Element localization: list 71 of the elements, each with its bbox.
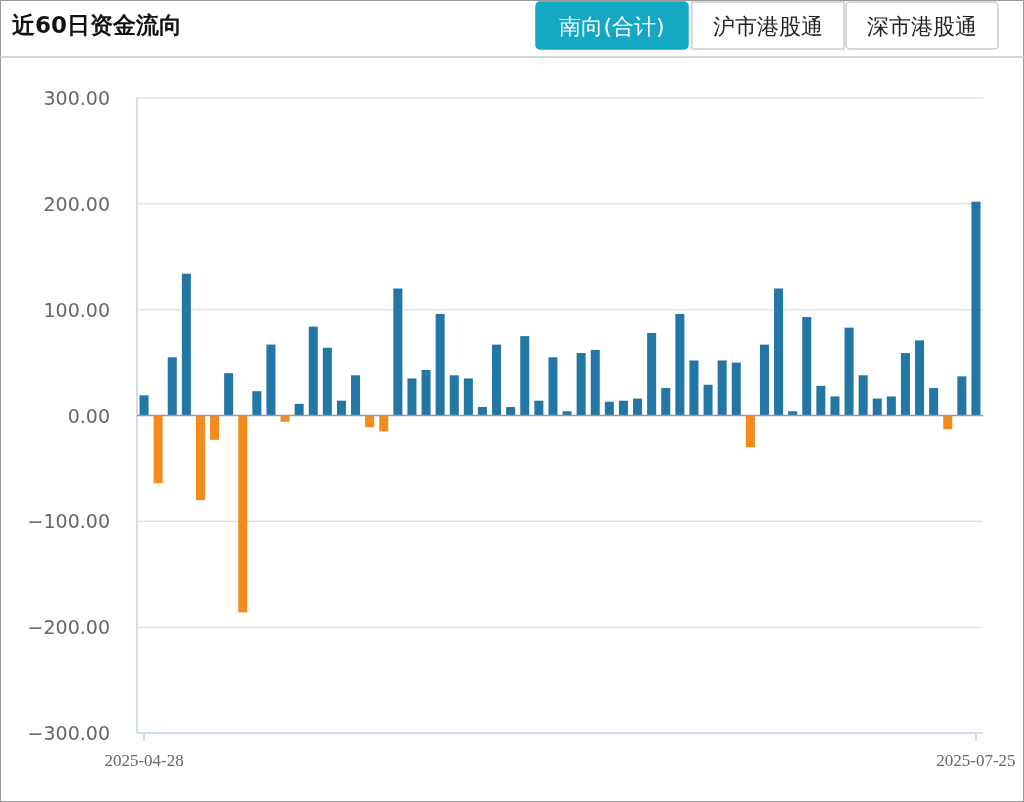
bar xyxy=(477,407,487,416)
bar xyxy=(675,313,685,416)
bar xyxy=(252,391,262,416)
bar xyxy=(393,288,403,416)
bar xyxy=(336,400,346,416)
bar xyxy=(858,375,868,416)
bar xyxy=(590,349,600,416)
bar xyxy=(280,415,290,422)
bar xyxy=(886,396,896,416)
bar xyxy=(407,378,417,416)
bar xyxy=(802,317,812,416)
bar xyxy=(548,357,558,416)
bar xyxy=(238,415,248,613)
bar xyxy=(153,415,163,484)
bar xyxy=(816,385,826,416)
bar xyxy=(506,407,516,416)
bar xyxy=(365,415,375,428)
y-tick-label: 100.00 xyxy=(43,298,110,321)
bar xyxy=(576,353,586,416)
y-tick-label: 300.00 xyxy=(43,87,110,109)
bar xyxy=(943,415,953,430)
y-tick-label: 200.00 xyxy=(43,192,110,215)
bar xyxy=(139,395,149,416)
bar xyxy=(745,415,755,448)
tabs: 南向(合计) 沪市港股通 深市港股通 xyxy=(535,1,999,50)
bar xyxy=(717,360,727,416)
y-tick-label: −300.00 xyxy=(27,722,110,744)
bar xyxy=(463,378,473,416)
bar xyxy=(308,326,318,416)
bar xyxy=(210,415,220,440)
bar xyxy=(844,327,854,416)
bar xyxy=(492,344,502,416)
bar xyxy=(703,384,713,416)
x-tick-label: 2025-04-28 xyxy=(104,751,184,770)
bar xyxy=(971,201,981,416)
bar xyxy=(788,411,798,416)
bar xyxy=(900,353,910,416)
bar xyxy=(604,401,614,416)
bar xyxy=(689,360,699,416)
bar xyxy=(915,340,925,416)
bar xyxy=(774,288,784,416)
bar xyxy=(351,375,361,416)
bar xyxy=(929,387,939,416)
bar xyxy=(618,400,628,416)
chart-title: 近60日资金流向 xyxy=(11,12,183,38)
y-tick-label: −200.00 xyxy=(27,616,110,639)
bar xyxy=(449,375,459,416)
y-tick-label: −100.00 xyxy=(27,510,110,533)
bar xyxy=(534,400,544,416)
bar xyxy=(195,415,205,501)
bar xyxy=(224,373,234,416)
bar xyxy=(520,336,530,416)
bar xyxy=(167,357,177,416)
bar xyxy=(266,344,276,416)
bar xyxy=(421,369,431,416)
bar xyxy=(181,273,191,416)
bar xyxy=(562,411,572,416)
bar xyxy=(647,332,657,416)
bar xyxy=(661,387,671,416)
bar xyxy=(294,403,304,416)
bar xyxy=(633,398,643,416)
y-tick-label: 0.00 xyxy=(67,404,110,427)
bar xyxy=(759,344,769,416)
bar xyxy=(957,376,967,416)
bar xyxy=(379,415,389,432)
bar xyxy=(322,347,332,416)
bar xyxy=(830,396,840,416)
bar xyxy=(872,398,882,416)
bar xyxy=(731,362,741,416)
x-tick-label: 2025-07-25 xyxy=(936,751,1016,770)
bar xyxy=(435,313,445,416)
